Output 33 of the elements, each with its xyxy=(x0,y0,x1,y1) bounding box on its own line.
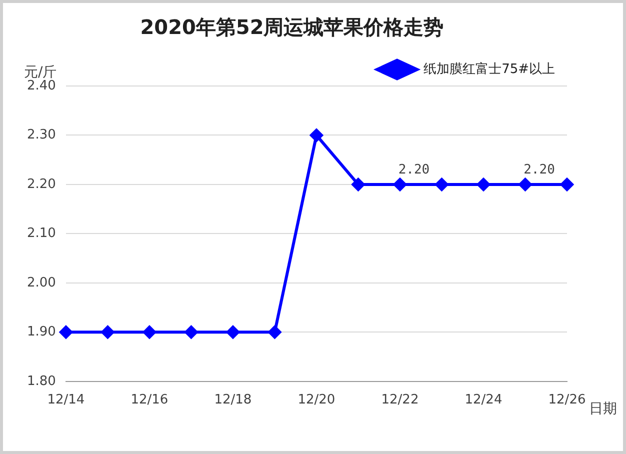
point xyxy=(435,178,448,191)
point xyxy=(476,178,490,191)
point xyxy=(142,326,156,339)
data-label: 2.20 xyxy=(524,162,555,178)
point xyxy=(352,178,365,191)
point xyxy=(393,178,406,191)
y-tick-label: 2.10 xyxy=(26,226,56,242)
y-axis-title: 元/斤 xyxy=(24,64,57,81)
point xyxy=(560,178,574,191)
x-axis-title: 日期 xyxy=(589,401,617,418)
legend-label: 纸加膜红富士75#以上 xyxy=(424,60,556,77)
point xyxy=(518,178,532,191)
x-tick-label: 12/16 xyxy=(130,392,168,408)
x-tick-label: 12/18 xyxy=(214,392,252,408)
x-tick-label: 12/22 xyxy=(381,392,419,408)
y-tick-label: 1.90 xyxy=(26,324,56,340)
x-tick-label: 12/14 xyxy=(47,392,85,408)
point xyxy=(59,326,72,339)
x-tick-label: 12/20 xyxy=(298,392,336,408)
y-tick-label: 2.40 xyxy=(26,78,56,94)
y-tick-label: 2.20 xyxy=(26,176,56,192)
x-tick-label: 12/24 xyxy=(464,392,502,408)
point xyxy=(268,326,282,339)
point xyxy=(226,326,240,339)
data-label: 2.20 xyxy=(398,162,430,178)
chart-title: 2020年第52周运城苹果价格走势 xyxy=(140,15,444,40)
y-tick-label: 2.00 xyxy=(26,275,56,290)
x-tick-label: 12/26 xyxy=(548,392,586,408)
y-tick-label: 2.30 xyxy=(26,128,56,143)
point xyxy=(101,326,114,339)
y-tick-label: 1.80 xyxy=(26,374,56,389)
point xyxy=(184,326,198,339)
point xyxy=(310,128,323,142)
